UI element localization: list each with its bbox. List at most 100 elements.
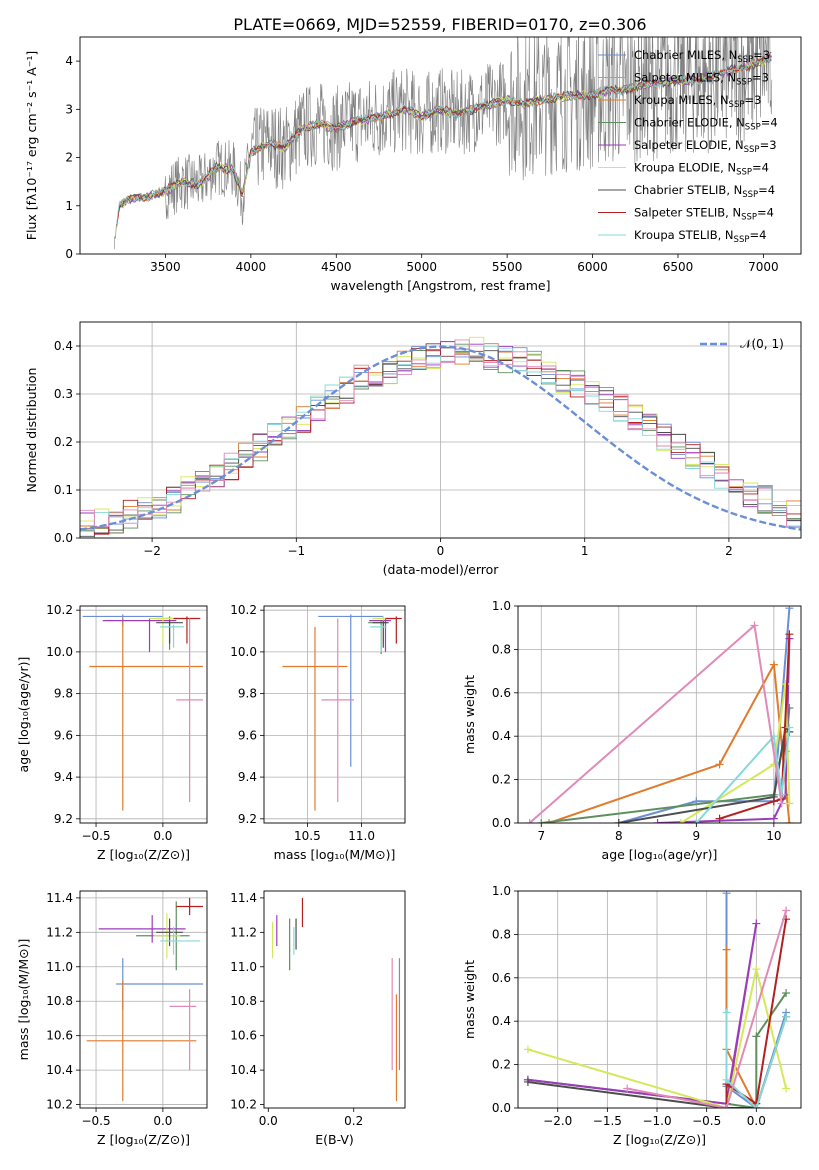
weight-marker xyxy=(525,819,534,823)
weight-marker xyxy=(750,621,759,630)
legend-suffix: =4 xyxy=(752,161,769,175)
legend-label: Salpeter ELODIE, NSSP=3 xyxy=(634,138,777,155)
x-axis-label: Z [log₁₀(Z/Z⊙)] xyxy=(97,1132,190,1147)
weight-marker xyxy=(722,1008,731,1017)
x-axis-label: mass [log₁₀(M/M⊙)] xyxy=(274,847,396,862)
x-tick-label: −0.5 xyxy=(81,829,110,843)
weight-line xyxy=(719,634,791,820)
y-tick-label: 9.8 xyxy=(54,687,73,701)
x-tick-label: 8 xyxy=(615,829,623,843)
weight-marker xyxy=(523,1045,532,1054)
x-tick-label: 11.0 xyxy=(348,829,375,843)
y-tick-label: 9.4 xyxy=(238,770,257,784)
errorbar-points xyxy=(282,614,402,811)
weight-series xyxy=(523,891,791,1108)
legend-suffix: =3 xyxy=(760,138,777,152)
weight-marker xyxy=(715,760,724,769)
weight-marker xyxy=(785,630,794,639)
errorbar-point xyxy=(86,980,197,1102)
legend-suffix: =4 xyxy=(749,228,766,242)
weight-vs-age-chart: 7 8 9 10 0.0 0.2 0.4 0.6 0.8 1.0 age [log₁₀(age/yr… xyxy=(462,599,802,862)
y-tick-label: 2 xyxy=(65,151,73,165)
x-tick-label: −1.5 xyxy=(593,1114,622,1128)
x-tick-label: −2.0 xyxy=(543,1114,572,1128)
errorbar-point xyxy=(160,624,185,648)
y-tick-label: 9.8 xyxy=(238,687,257,701)
x-tick-label: 5000 xyxy=(406,260,437,274)
weight-marker xyxy=(752,1032,761,1041)
weight-marker xyxy=(614,819,623,823)
errorbar-point xyxy=(372,620,389,648)
weight-marker xyxy=(715,814,724,823)
histogram-step xyxy=(80,339,801,529)
y-tick-label: 0 xyxy=(65,247,73,261)
x-tick-label: 4500 xyxy=(321,260,352,274)
weight-marker xyxy=(676,819,685,823)
weight-line xyxy=(695,727,791,823)
weight-line xyxy=(548,661,791,823)
y-tick-label: 0.0 xyxy=(54,531,73,545)
y-tick-label: 11.0 xyxy=(46,960,73,974)
legend-subscript: SSP xyxy=(736,168,752,178)
y-tick-label: 0.6 xyxy=(492,971,511,985)
y-tick-label: 9.6 xyxy=(54,728,73,742)
y-tick-label: 10.2 xyxy=(230,1098,257,1112)
y-tick-label: 0.2 xyxy=(492,773,511,787)
weight-marker xyxy=(769,797,778,806)
x-axis-label: age [log₁₀(age/yr)] xyxy=(602,847,718,862)
x-tick-label: 0.2 xyxy=(344,1114,363,1128)
errorbar-point xyxy=(160,927,201,955)
plot-frame xyxy=(517,605,802,824)
weight-marker xyxy=(782,1084,791,1093)
y-tick-label: 3 xyxy=(65,102,73,116)
legend-subscript: SSP xyxy=(734,235,750,245)
legend-label: Kroupa ELODIE, NSSP=4 xyxy=(634,161,769,178)
y-tick-label: 0.8 xyxy=(492,642,511,656)
x-axis-label: Z [log₁₀(Z/Z⊙)] xyxy=(97,847,190,862)
legend-suffix: =3 xyxy=(752,71,769,85)
residuals-legend: 𝒩(0, 1) xyxy=(700,337,784,351)
x-tick-label: 5500 xyxy=(492,260,523,274)
weight-marker xyxy=(523,1077,532,1086)
weight-marker xyxy=(722,945,731,954)
legend-suffix: =3 xyxy=(744,93,761,107)
errorbar-point xyxy=(385,616,402,644)
gaussian-curve xyxy=(80,345,801,531)
y-axis-label: mass weight xyxy=(462,675,477,754)
weight-vs-z-chart: −2.0 −1.5 −1.0 −0.5 0.0 0.0 0.2 0.4 0.6 0.8 1.0 Z [… xyxy=(462,884,802,1147)
y-axis-label: Normed distribution xyxy=(24,368,39,493)
legend-subscript: SSP xyxy=(741,213,757,223)
age-vs-mass-chart: 10.5 11.0 9.2 9.4 9.6 9.8 10.0 10.2 mass [log₁₀(… xyxy=(230,603,406,862)
y-tick-label: 1.0 xyxy=(492,884,511,898)
y-tick-label: 10.2 xyxy=(230,603,257,617)
weight-marker xyxy=(785,606,794,613)
x-tick-label: 0 xyxy=(437,544,445,558)
weight-marker xyxy=(722,1075,731,1084)
y-tick-label: 9.4 xyxy=(54,770,73,784)
x-tick-label: 6500 xyxy=(663,260,694,274)
legend-label: Chabrier STELIB, NSSP=4 xyxy=(634,183,775,200)
y-tick-label: 10.2 xyxy=(46,603,73,617)
age-vs-z-chart: −0.5 0.0 9.2 9.4 9.6 9.8 10.0 10.2 Z [log₁₀(Z/Z⊙… xyxy=(16,603,208,862)
spectrum-model-line xyxy=(116,51,772,226)
errorbar-point xyxy=(369,618,391,652)
weight-line xyxy=(725,1012,788,1108)
x-tick-label: 0.0 xyxy=(259,1114,278,1128)
y-tick-label: 11.2 xyxy=(46,925,73,939)
y-tick-label: 1 xyxy=(65,199,73,213)
spectrum-legend: Chabrier MILES, NSSP=3 Salpeter MILES, NS… xyxy=(598,48,778,245)
y-axis-label: Flux [fλ10⁻¹⁷ erg cm⁻² s⁻¹ A⁻¹] xyxy=(24,51,39,240)
errorbar-point xyxy=(169,989,197,1071)
errorbar-point xyxy=(89,618,203,811)
weight-marker xyxy=(769,660,778,669)
x-tick-label: 9 xyxy=(693,829,701,843)
weight-marker xyxy=(722,1104,731,1108)
errorbar-point xyxy=(370,624,387,652)
y-tick-label: 0.1 xyxy=(54,483,73,497)
errorbar-point xyxy=(282,626,348,811)
legend-subscript: SSP xyxy=(729,100,745,110)
x-tick-label: 3500 xyxy=(150,260,181,274)
plot-frame xyxy=(517,890,802,1109)
legend-subscript: SSP xyxy=(742,190,758,200)
spectrum-lines xyxy=(113,37,773,250)
